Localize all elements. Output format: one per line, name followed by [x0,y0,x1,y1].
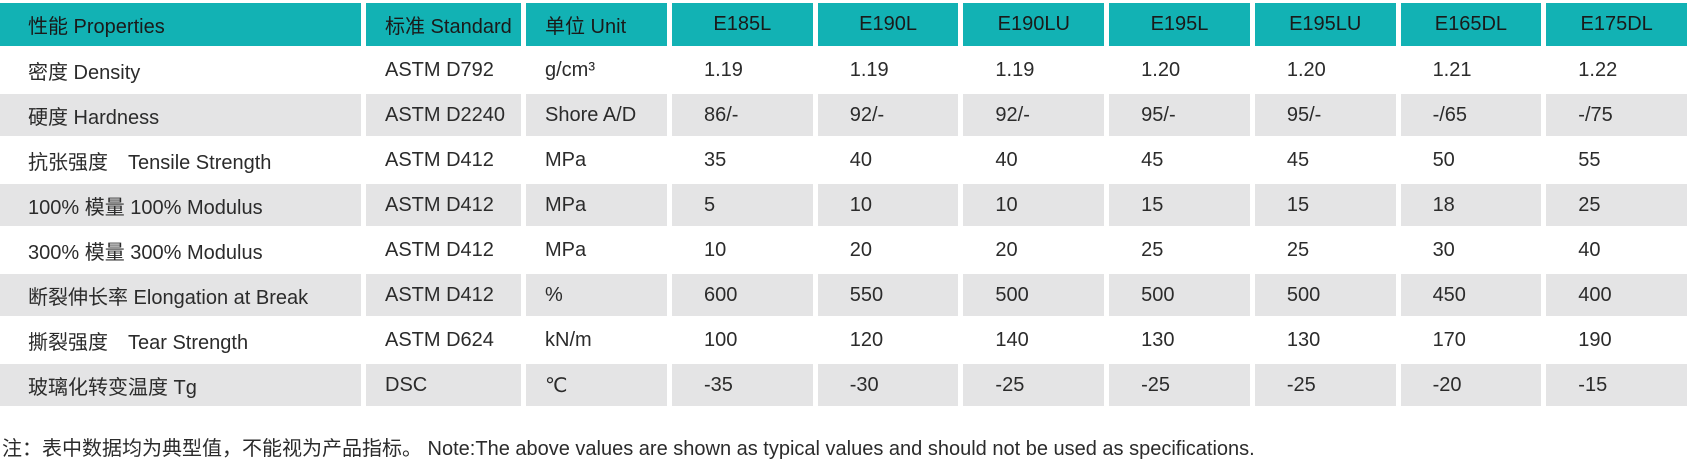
row-value-cell: -25 [1254,364,1396,406]
row-standard-cell: ASTM D412 [385,238,494,261]
row-label-cell: 抗张强度 Tensile Strength [28,151,272,174]
row-value-cell: 140 [995,328,1029,351]
row-label-cell: 断裂伸长率 Elongation at Break [0,274,361,316]
row-value-cell: 600 [672,274,813,316]
header-cell-product: E175DL [1546,3,1687,46]
row-value-cell: 55 [1578,148,1601,171]
row-value-cell: -/75 [1546,94,1687,136]
row-value-cell: 92/- [963,94,1105,136]
row-value-cell: -25 [963,364,1105,406]
row-value-cell: -/65 [1400,94,1542,136]
row-unit-cell: MPa [545,238,587,261]
row-value-cell: 1.19 [995,58,1035,81]
row-label-cell: 300% 模量 300% Modulus [28,241,263,264]
row-value-cell: 1.19 [849,58,889,81]
row-unit-cell: MPa [526,184,667,226]
row-value-cell: 92/- [817,94,959,136]
row-value-cell: 500 [1254,274,1396,316]
row-value-cell: 1.22 [1578,58,1618,81]
header-cell-product: E185L [672,3,813,46]
header-cell-product: E165DL [1400,3,1542,46]
row-value-cell: 130 [1286,328,1321,351]
header-cell-product: E195L [1109,3,1250,46]
row-value-cell: 30 [1432,238,1455,261]
header-cell-product: E190L [817,3,959,46]
row-label-cell: 硬度 Hardness [0,94,361,136]
header-cell-properties: 性能 Properties [0,3,361,46]
row-value-cell: 1.20 [1286,58,1326,81]
row-value-cell: 50 [1432,148,1455,171]
row-unit-cell: g/cm³ [545,58,595,81]
row-standard-cell: ASTM D624 [385,328,494,351]
row-standard-cell: ASTM D792 [385,58,494,81]
row-label-cell: 密度 Density [28,61,141,84]
row-value-cell: -20 [1400,364,1542,406]
row-standard-cell: ASTM D412 [366,184,521,226]
row-value-cell: 500 [963,274,1105,316]
row-label-cell: 100% 模量 100% Modulus [0,184,361,226]
row-value-cell: 40 [849,148,872,171]
row-label-cell: 玻璃化转变温度 Tg [0,364,361,406]
header-cell-product: E190LU [963,3,1105,46]
row-value-cell: 130 [1141,328,1175,351]
row-label-cell: 撕裂强度 Tear Strength [28,331,249,354]
row-value-cell: -15 [1546,364,1687,406]
row-value-cell: 95/- [1109,94,1250,136]
header-cell-unit: 单位 Unit [526,3,667,46]
row-value-cell: 190 [1578,328,1612,351]
row-value-cell: 25 [1286,238,1310,261]
header-cell-product: E195LU [1254,3,1396,46]
row-value-cell: 35 [704,148,727,171]
row-value-cell: 450 [1400,274,1542,316]
row-value-cell: 500 [1109,274,1250,316]
row-standard-cell: DSC [366,364,521,406]
row-value-cell: 10 [704,238,727,261]
row-standard-cell: ASTM D412 [385,148,494,171]
row-value-cell: 15 [1254,184,1396,226]
row-standard-cell: ASTM D2240 [366,94,521,136]
row-value-cell: 45 [1141,148,1164,171]
row-unit-cell: MPa [545,148,587,171]
row-value-cell: 40 [995,148,1018,171]
row-value-cell: 1.21 [1432,58,1472,81]
row-unit-cell: % [526,274,667,316]
header-cell-standard: 标准 Standard [366,3,521,46]
row-value-cell: 5 [672,184,813,226]
row-value-cell: 400 [1546,274,1687,316]
row-value-cell: 95/- [1254,94,1396,136]
row-value-cell: -25 [1109,364,1250,406]
row-unit-cell: ℃ [526,364,667,406]
row-standard-cell: ASTM D412 [366,274,521,316]
row-value-cell: 15 [1109,184,1250,226]
row-value-cell: 10 [963,184,1105,226]
row-value-cell: 10 [817,184,959,226]
row-value-cell: 45 [1286,148,1310,171]
row-value-cell: 86/- [672,94,813,136]
table-note: 注：表中数据均为典型值，不能视为产品指标。 Note:The above val… [2,438,1255,460]
row-value-cell: -30 [817,364,959,406]
row-value-cell: 120 [849,328,884,351]
row-value-cell: 1.19 [704,58,743,81]
properties-table: 性能 Properties 标准 Standard 单位 Unit E185L E190… [0,3,1687,406]
row-unit-cell: kN/m [545,328,592,351]
row-value-cell: 550 [817,274,959,316]
row-value-cell: 25 [1141,238,1164,261]
row-unit-cell: Shore A/D [526,94,667,136]
row-value-cell: 100 [704,328,738,351]
row-value-cell: -35 [672,364,813,406]
row-value-cell: 20 [849,238,872,261]
row-value-cell: 170 [1432,328,1466,351]
row-value-cell: 20 [995,238,1018,261]
row-value-cell: 18 [1400,184,1542,226]
row-value-cell: 40 [1578,238,1601,261]
row-value-cell: 1.20 [1141,58,1181,81]
row-value-cell: 25 [1546,184,1687,226]
material-datasheet: 性能 Properties 标准 Standard 单位 Unit E185L E190… [0,3,1687,461]
